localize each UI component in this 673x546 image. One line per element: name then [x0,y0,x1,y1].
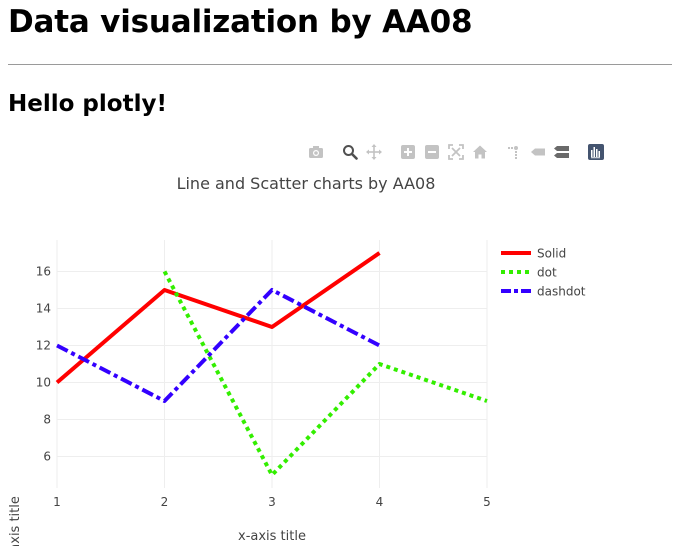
hover-compare-icon[interactable] [554,144,570,160]
hover-closest-icon[interactable] [530,144,546,160]
y-tick-label: 14 [36,301,51,315]
y-axis-title: y-axis title [8,496,23,546]
y-tick-label: 12 [36,338,51,352]
page-title: Data visualization by AA08 [8,4,473,40]
y-tick-label: 8 [43,413,51,427]
plot-modebar [308,141,612,163]
zoom-icon[interactable] [342,144,358,160]
x-axis-title: x-axis title [238,529,306,544]
x-tick-label: 5 [483,495,491,509]
series-line-0[interactable] [55,251,381,385]
zoom-in-icon[interactable] [400,144,416,160]
spike-lines-icon[interactable] [506,144,522,160]
x-tick-label: 4 [376,495,384,509]
y-tick-label: 6 [43,450,51,464]
line-scatter-chart: Line and Scatter charts by AA08 1 2 3 4 5681… [8,174,586,546]
legend-label-0[interactable]: Solid [537,247,566,261]
legend-label-2[interactable]: dashdot [537,285,586,299]
legend[interactable]: Solid dot dashdot [501,247,586,299]
series-layer [55,251,488,478]
divider [8,64,672,65]
y-tick-label: 10 [36,376,51,390]
page-subtitle: Hello plotly! [8,91,167,117]
chart-title: Line and Scatter charts by AA08 [177,174,436,193]
camera-icon[interactable] [308,144,324,160]
series-line-1[interactable] [162,270,488,478]
y-tick-label: 16 [36,264,51,278]
home-icon[interactable] [472,144,488,160]
plotly-logo-icon[interactable] [588,144,604,160]
series-line-2[interactable] [56,287,381,404]
zoom-out-icon[interactable] [424,144,440,160]
autoscale-icon[interactable] [448,144,464,160]
grid-layer [56,240,488,488]
x-tick-label: 1 [53,495,61,509]
x-tick-label: 3 [268,495,276,509]
legend-label-1[interactable]: dot [537,266,557,280]
pan-icon[interactable] [366,144,382,160]
x-tick-label: 2 [161,495,169,509]
